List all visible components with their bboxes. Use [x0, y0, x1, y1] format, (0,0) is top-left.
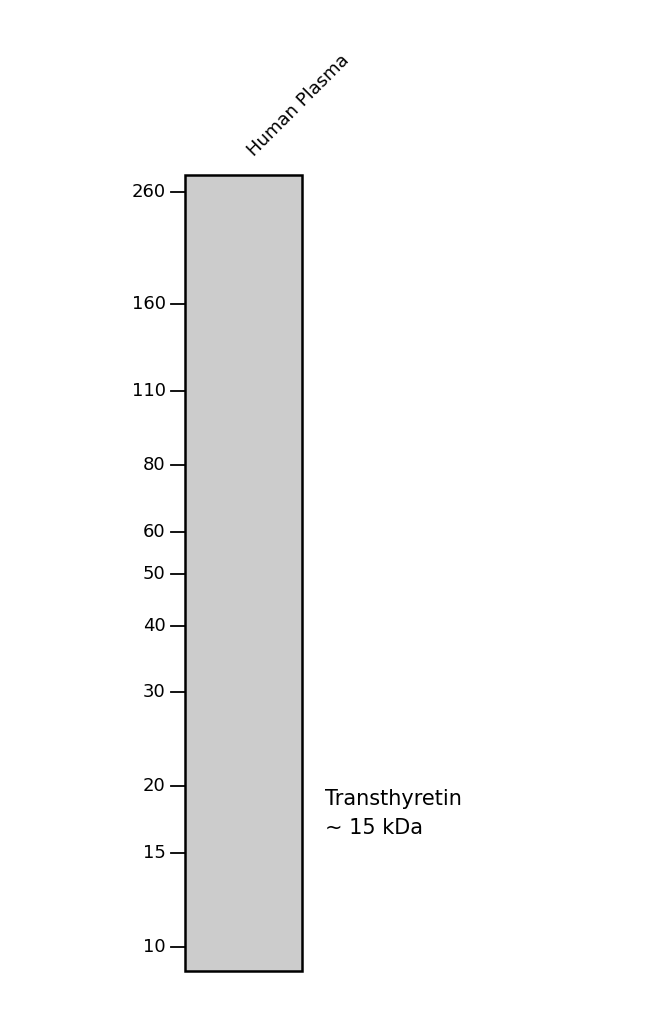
Text: 40: 40: [143, 617, 166, 634]
Text: 10: 10: [143, 938, 166, 956]
Text: Transthyretin: Transthyretin: [325, 788, 462, 809]
Text: 60: 60: [143, 523, 166, 541]
Text: 80: 80: [143, 456, 166, 474]
Text: 15: 15: [143, 844, 166, 862]
Ellipse shape: [220, 527, 261, 536]
Ellipse shape: [209, 818, 266, 834]
Text: 20: 20: [143, 777, 166, 796]
Text: Human Plasma: Human Plasma: [244, 50, 353, 159]
Text: 260: 260: [131, 183, 166, 200]
Text: ~ 15 kDa: ~ 15 kDa: [325, 817, 423, 838]
Text: 50: 50: [143, 565, 166, 583]
Text: 160: 160: [132, 295, 166, 314]
Ellipse shape: [192, 819, 295, 842]
Text: 110: 110: [132, 382, 166, 400]
Text: 30: 30: [143, 684, 166, 701]
